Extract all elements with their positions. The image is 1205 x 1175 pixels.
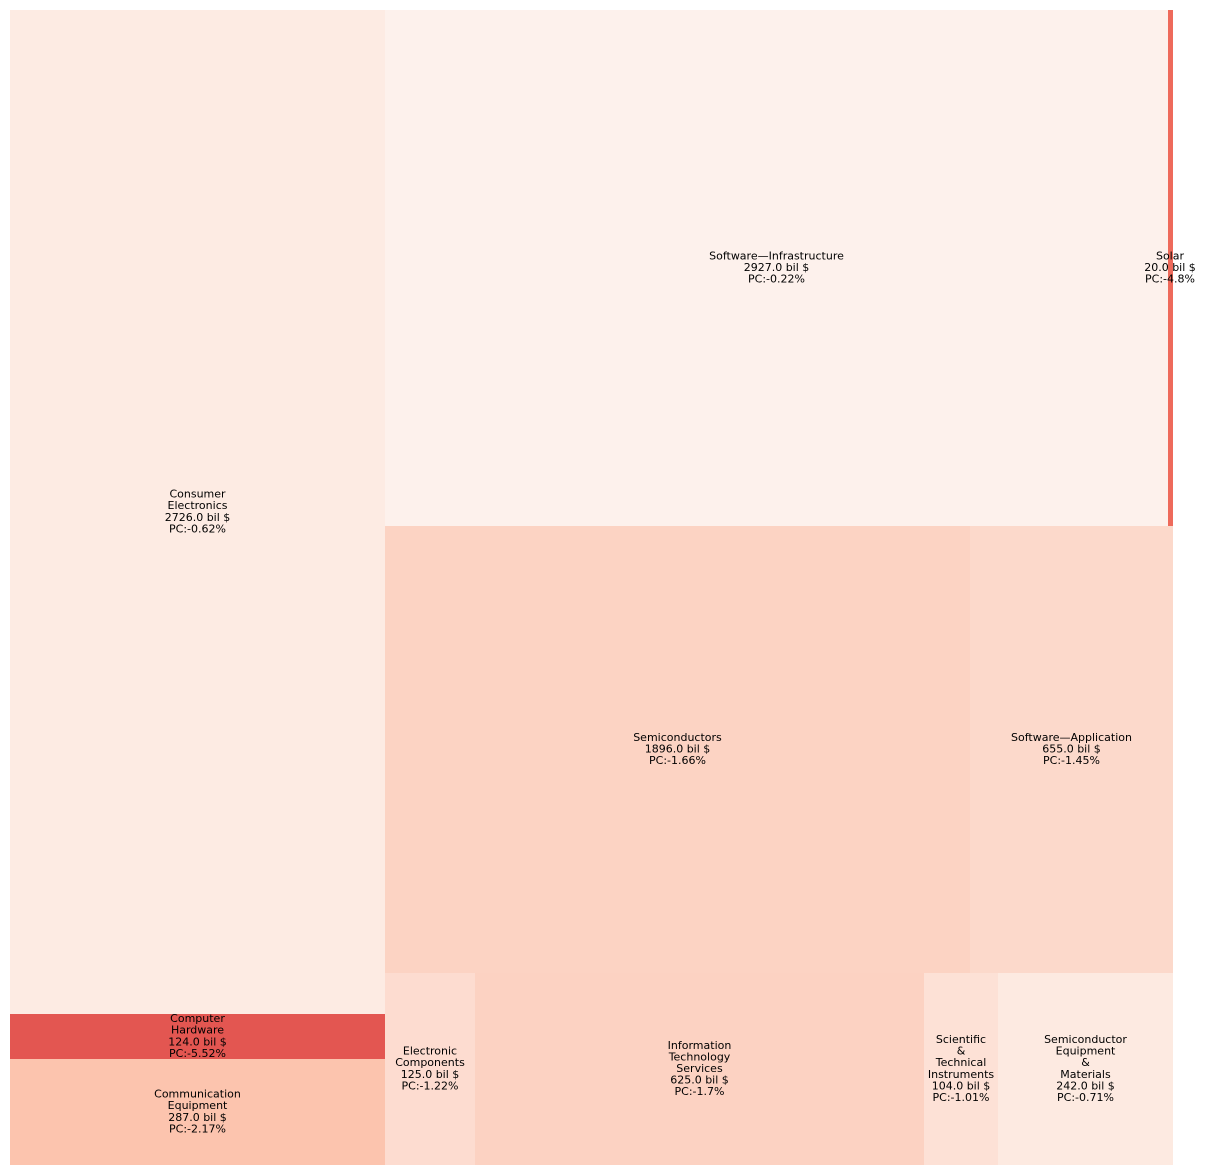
tile-electronic-components (385, 973, 475, 1165)
tile-label-scientific-technical-instruments: Scientific & Technical Instruments 104.0 bil… (928, 1033, 995, 1104)
tile-software-infrastructure (385, 10, 1168, 526)
tile-computer-hardware (10, 1014, 385, 1059)
tile-label-solar: Solar 20.0 bil $ PC:-4.8% (1144, 249, 1196, 285)
tile-label-computer-hardware: Computer Hardware 124.0 bil $ PC:-5.52% (168, 1012, 227, 1060)
tile-label-software-infrastructure: Software—Infrastructure 2927.0 bil $ PC:-0… (709, 249, 844, 285)
tile-scientific-technical-instruments (924, 973, 998, 1165)
tile-label-consumer-electronics: Consumer Electronics 2726.0 bil $ PC:-0.62% (165, 488, 231, 536)
tile-label-software-application: Software—Application 655.0 bil $ PC:-1.45% (1011, 731, 1132, 767)
tile-consumer-electronics (10, 10, 385, 1014)
tile-label-semiconductor-equipment-materials: Semiconductor Equipment & Materials 242.0 bi… (1044, 1033, 1127, 1104)
tile-semiconductor-equipment-materials (998, 973, 1173, 1165)
tile-label-communication-equipment: Communication Equipment 287.0 bil $ PC:-2.1… (154, 1088, 241, 1136)
tile-solar (1168, 10, 1173, 526)
tile-label-semiconductors: Semiconductors 1896.0 bil $ PC:-1.66% (633, 731, 722, 767)
tile-information-technology-services (475, 973, 924, 1165)
tile-label-electronic-components: Electronic Components 125.0 bil $ PC:-1.22% (395, 1045, 465, 1093)
tile-semiconductors (385, 526, 970, 973)
tile-communication-equipment (10, 1059, 385, 1165)
tile-software-application (970, 526, 1173, 973)
tile-label-information-technology-services: Information Technology Services 625.0 bil $… (668, 1039, 732, 1098)
